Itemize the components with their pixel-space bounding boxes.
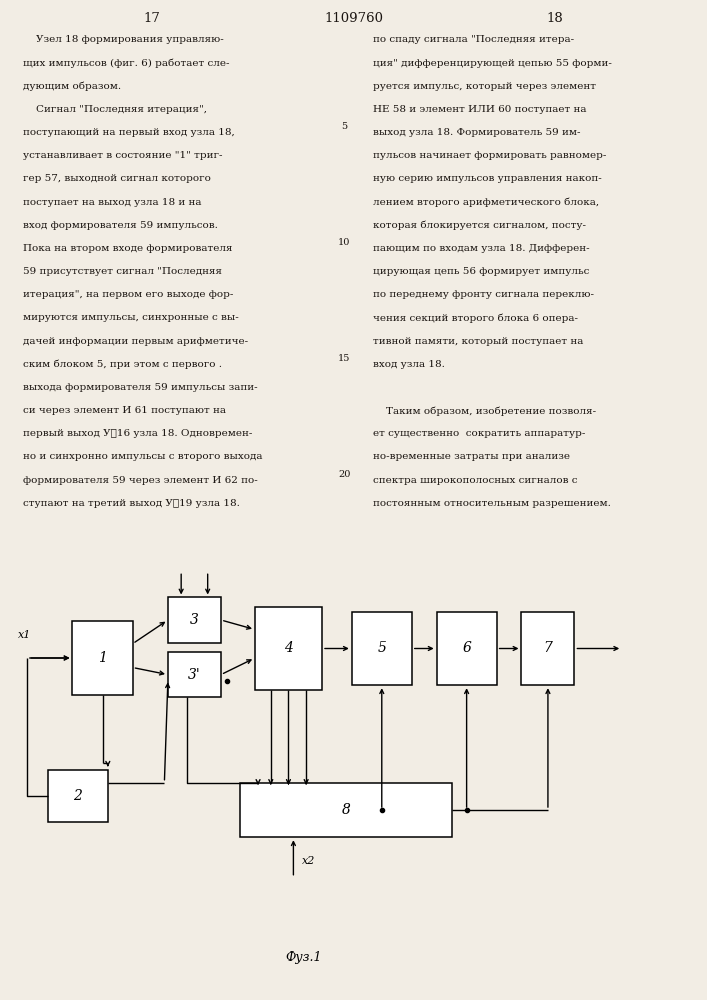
Text: 7: 7: [544, 642, 552, 656]
Text: выход узла 18. Формирователь 59 им-: выход узла 18. Формирователь 59 им-: [373, 128, 580, 137]
Text: пульсов начинает формировать равномер-: пульсов начинает формировать равномер-: [373, 151, 606, 160]
FancyBboxPatch shape: [48, 770, 108, 822]
Text: поступает на выход узла 18 и на: поступает на выход узла 18 и на: [23, 198, 201, 207]
Text: гер 57, выходной сигнал которого: гер 57, выходной сигнал которого: [23, 174, 211, 183]
Text: 1: 1: [98, 651, 107, 665]
FancyBboxPatch shape: [522, 612, 574, 685]
Text: 8: 8: [342, 803, 351, 817]
Text: руется импульс, который через элемент: руется импульс, который через элемент: [373, 82, 595, 91]
Text: 3: 3: [190, 613, 199, 627]
Text: щих импульсов (фиг. 6) работает сле-: щих импульсов (фиг. 6) работает сле-: [23, 59, 229, 68]
Text: 17: 17: [144, 12, 160, 25]
Text: дачей информации первым арифметиче-: дачей информации первым арифметиче-: [23, 337, 247, 346]
Text: ную серию импульсов управления накоп-: ную серию импульсов управления накоп-: [373, 174, 602, 183]
Text: пающим по входам узла 18. Дифферен-: пающим по входам узла 18. Дифферен-: [373, 244, 589, 253]
Text: цирующая цепь 56 формирует импульс: цирующая цепь 56 формирует импульс: [373, 267, 589, 276]
Text: поступающий на первый вход узла 18,: поступающий на первый вход узла 18,: [23, 128, 235, 137]
FancyBboxPatch shape: [168, 652, 221, 697]
Text: Фуз.1: Фуз.1: [286, 951, 322, 964]
FancyBboxPatch shape: [255, 607, 322, 690]
Text: Пока на втором входе формирователя: Пока на втором входе формирователя: [23, 244, 232, 253]
Text: первый выход У16 узла 18. Одновремен-: первый выход У16 узла 18. Одновремен-: [23, 429, 252, 438]
Text: но-временные затраты при анализе: но-временные затраты при анализе: [373, 452, 570, 461]
Text: выхода формирователя 59 импульсы запи-: выхода формирователя 59 импульсы запи-: [23, 383, 257, 392]
Text: 6: 6: [462, 642, 471, 656]
Text: 1109760: 1109760: [324, 12, 383, 25]
Text: x1: x1: [18, 630, 31, 640]
Text: формирователя 59 через элемент И 62 по-: формирователя 59 через элемент И 62 по-: [23, 476, 257, 485]
Text: которая блокируется сигналом, посту-: которая блокируется сигналом, посту-: [373, 221, 585, 230]
Text: 15: 15: [338, 354, 351, 363]
Text: 3': 3': [188, 668, 201, 682]
Text: Сигнал "Последняя итерация",: Сигнал "Последняя итерация",: [23, 105, 206, 114]
Text: си через элемент И 61 поступают на: си через элемент И 61 поступают на: [23, 406, 226, 415]
Text: 2: 2: [74, 789, 82, 803]
Text: 20: 20: [338, 470, 351, 479]
Text: чения секций второго блока 6 опера-: чения секций второго блока 6 опера-: [373, 313, 578, 323]
Text: Таким образом, изобретение позволя-: Таким образом, изобретение позволя-: [373, 406, 596, 416]
Text: 10: 10: [338, 238, 351, 247]
Text: устанавливает в состояние "1" триг-: устанавливает в состояние "1" триг-: [23, 151, 222, 160]
Text: x2: x2: [302, 856, 315, 866]
FancyBboxPatch shape: [437, 612, 496, 685]
Text: 5: 5: [378, 642, 386, 656]
Text: лением второго арифметического блока,: лением второго арифметического блока,: [373, 198, 599, 207]
Text: тивной памяти, который поступает на: тивной памяти, который поступает на: [373, 337, 583, 346]
Text: вход формирователя 59 импульсов.: вход формирователя 59 импульсов.: [23, 221, 218, 230]
Text: 4: 4: [284, 642, 293, 656]
Text: мируются импульсы, синхронные с вы-: мируются импульсы, синхронные с вы-: [23, 313, 238, 322]
Text: ция" дифференцирующей цепью 55 форми-: ция" дифференцирующей цепью 55 форми-: [373, 59, 612, 68]
Text: постоянным относительным разрешением.: постоянным относительным разрешением.: [373, 499, 610, 508]
Text: дующим образом.: дующим образом.: [23, 82, 121, 91]
Text: спектра широкополосных сигналов с: спектра широкополосных сигналов с: [373, 476, 577, 485]
Text: по спаду сигнала "Последняя итера-: по спаду сигнала "Последняя итера-: [373, 35, 573, 44]
Text: вход узла 18.: вход узла 18.: [373, 360, 445, 369]
Text: 59 присутствует сигнал "Последняя: 59 присутствует сигнал "Последняя: [23, 267, 221, 276]
Text: по переднему фронту сигнала переклю-: по переднему фронту сигнала переклю-: [373, 290, 594, 299]
Text: ет существенно  сократить аппаратур-: ет существенно сократить аппаратур-: [373, 429, 585, 438]
Text: итерация", на первом его выходе фор-: итерация", на первом его выходе фор-: [23, 290, 233, 299]
Text: ступают на третий выход У19 узла 18.: ступают на третий выход У19 узла 18.: [23, 499, 240, 508]
Text: НЕ 58 и элемент ИЛИ 60 поступает на: НЕ 58 и элемент ИЛИ 60 поступает на: [373, 105, 586, 114]
Text: Узел 18 формирования управляю-: Узел 18 формирования управляю-: [23, 35, 223, 44]
FancyBboxPatch shape: [240, 783, 452, 837]
Text: 5: 5: [341, 122, 347, 131]
Text: ским блоком 5, при этом с первого .: ским блоком 5, при этом с первого .: [23, 360, 221, 369]
FancyBboxPatch shape: [168, 597, 221, 643]
FancyBboxPatch shape: [352, 612, 411, 685]
Text: но и синхронно импульсы с второго выхода: но и синхронно импульсы с второго выхода: [23, 452, 262, 461]
FancyBboxPatch shape: [72, 621, 133, 695]
Text: 18: 18: [547, 12, 563, 25]
